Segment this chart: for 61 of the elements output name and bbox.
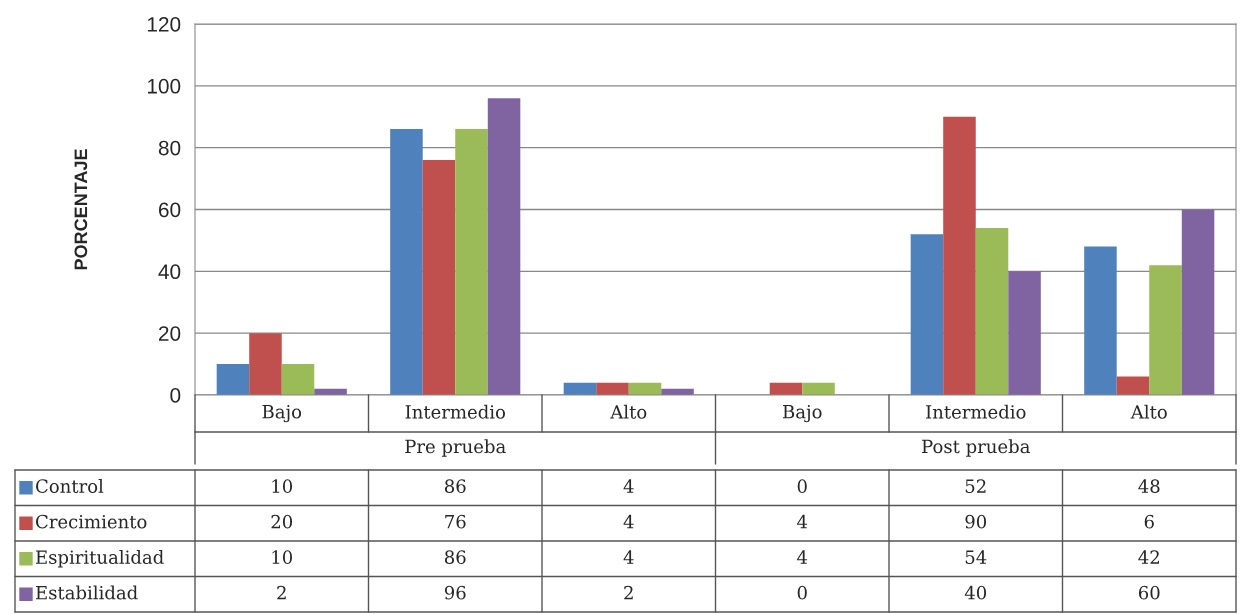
legend-label: Estabilidad bbox=[36, 585, 138, 600]
data-label: 96 bbox=[444, 585, 466, 600]
data-label: 4 bbox=[797, 514, 808, 529]
bar bbox=[1181, 209, 1215, 395]
legend-label: Espiritualidad bbox=[36, 550, 164, 568]
bar bbox=[802, 382, 835, 395]
data-label: 54 bbox=[965, 550, 987, 564]
bar bbox=[487, 98, 521, 395]
legend-label: Control bbox=[36, 479, 104, 493]
text: Post prueba bbox=[922, 439, 1030, 457]
bar bbox=[596, 382, 629, 395]
y-tick-label: 100 bbox=[147, 78, 181, 94]
bar bbox=[910, 234, 944, 395]
data-label: 0 bbox=[797, 585, 807, 600]
bar bbox=[390, 129, 423, 395]
y-tick-label: 40 bbox=[158, 264, 181, 280]
bar bbox=[249, 333, 282, 395]
data-label: 86 bbox=[444, 550, 466, 564]
data-label: 4 bbox=[623, 550, 634, 564]
data-label: 2 bbox=[277, 585, 286, 600]
x-tick-label: Alto bbox=[610, 404, 647, 419]
y-tick-label: 120 bbox=[147, 17, 181, 32]
bar bbox=[455, 129, 488, 395]
bar bbox=[281, 364, 315, 395]
data-label: 52 bbox=[965, 479, 986, 493]
data-label: 10 bbox=[272, 550, 293, 564]
data-label: 20 bbox=[271, 514, 293, 529]
y-tick-label: 60 bbox=[159, 202, 181, 218]
x-tick-label: Intermedio bbox=[405, 404, 506, 419]
x-tick-label: Alto bbox=[1130, 404, 1167, 419]
x-tick-label: Intermedio bbox=[926, 404, 1026, 419]
x-tick-label: Bajo bbox=[262, 404, 302, 423]
y-tick-label: 80 bbox=[158, 140, 181, 156]
bar bbox=[1149, 265, 1182, 395]
data-label: 86 bbox=[444, 479, 466, 493]
text: Pre prueba bbox=[405, 439, 506, 457]
bar bbox=[1116, 376, 1150, 395]
y-axis-title: PORCENTAJE bbox=[74, 149, 88, 270]
data-label: 4 bbox=[797, 550, 808, 564]
bar bbox=[1084, 246, 1117, 395]
bar bbox=[975, 228, 1009, 395]
data-label: 60 bbox=[1138, 585, 1160, 600]
data-label: 76 bbox=[445, 514, 466, 529]
data-label: 6 bbox=[1144, 514, 1154, 529]
bar bbox=[216, 364, 250, 395]
data-label: 10 bbox=[272, 479, 293, 493]
data-label: 90 bbox=[965, 514, 987, 529]
bar bbox=[422, 160, 456, 395]
data-label: 42 bbox=[1138, 550, 1159, 564]
y-tick-label: 0 bbox=[170, 388, 181, 403]
data-label: 40 bbox=[964, 585, 987, 600]
x-tick-label: Bajo bbox=[783, 404, 822, 423]
legend-label: Crecimiento bbox=[36, 514, 147, 529]
data-label: 4 bbox=[623, 514, 634, 529]
data-label: 2 bbox=[624, 585, 633, 600]
y-tick-label: 20 bbox=[158, 326, 181, 341]
data-label: 0 bbox=[797, 479, 807, 493]
data-label: 4 bbox=[623, 479, 634, 493]
data-label: 48 bbox=[1138, 479, 1160, 493]
bar bbox=[1008, 271, 1041, 395]
bar bbox=[943, 116, 976, 395]
